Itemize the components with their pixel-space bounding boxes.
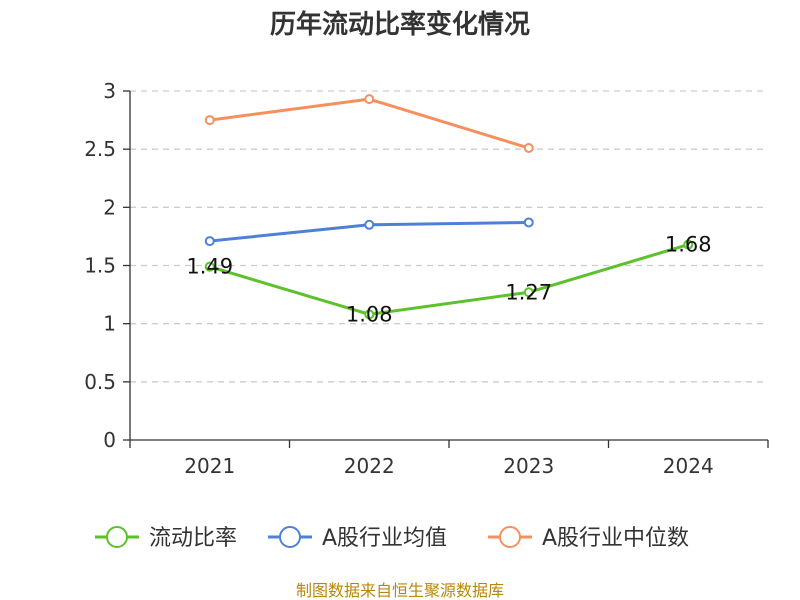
data-point bbox=[364, 219, 375, 230]
x-tick-label: 2023 bbox=[503, 454, 554, 478]
legend-swatch-marker bbox=[279, 526, 301, 548]
series-group bbox=[204, 94, 694, 320]
legend-swatch-marker bbox=[499, 526, 521, 548]
y-tick-label: 1 bbox=[103, 312, 116, 336]
source-note: 制图数据来自恒生聚源数据库 bbox=[296, 581, 504, 600]
legend-label: 流动比率 bbox=[149, 526, 237, 551]
series-line bbox=[209, 97, 530, 150]
data-point bbox=[523, 287, 534, 298]
y-tick-label: 3 bbox=[103, 79, 116, 103]
data-point bbox=[204, 236, 215, 247]
data-label: 1.08 bbox=[346, 302, 393, 326]
series-line bbox=[209, 243, 689, 316]
chart-title: 历年流动比率变化情况 bbox=[270, 9, 530, 40]
data-point bbox=[204, 115, 215, 126]
legend-label: A股行业均值 bbox=[322, 526, 447, 551]
y-tick-label: 0 bbox=[103, 428, 116, 452]
x-tick-label: 2022 bbox=[344, 454, 395, 478]
data-point bbox=[523, 143, 534, 154]
legend-item[interactable]: A股行业中位数 bbox=[488, 526, 689, 551]
data-point bbox=[523, 217, 534, 228]
grid-lines bbox=[130, 90, 768, 383]
data-point bbox=[364, 309, 375, 320]
legend: 流动比率 A股行业均值 A股行业中位数 bbox=[95, 526, 689, 551]
data-labels: 1.49 1.08 1.27 1.68 bbox=[186, 233, 711, 327]
data-label: 1.27 bbox=[505, 280, 552, 304]
legend-item[interactable]: 流动比率 bbox=[95, 526, 237, 551]
y-tick-label: 2.5 bbox=[84, 137, 116, 161]
x-tick-label: 2021 bbox=[184, 454, 235, 478]
y-tick-label: 1.5 bbox=[84, 254, 116, 278]
y-tick-label: 0.5 bbox=[84, 370, 116, 394]
y-tick-label: 2 bbox=[103, 195, 116, 219]
legend-item[interactable]: A股行业均值 bbox=[268, 526, 447, 551]
legend-swatch-marker bbox=[106, 526, 128, 548]
data-label: 1.68 bbox=[665, 233, 712, 257]
data-point bbox=[364, 94, 375, 105]
data-point bbox=[683, 239, 694, 250]
axes: 0 0.5 1 1.5 2 2.5 3 2021 2022 2023 2024 bbox=[84, 79, 769, 478]
data-point bbox=[204, 261, 215, 272]
x-tick-label: 2024 bbox=[663, 454, 714, 478]
legend-label: A股行业中位数 bbox=[542, 526, 689, 551]
data-label: 1.49 bbox=[186, 255, 233, 279]
